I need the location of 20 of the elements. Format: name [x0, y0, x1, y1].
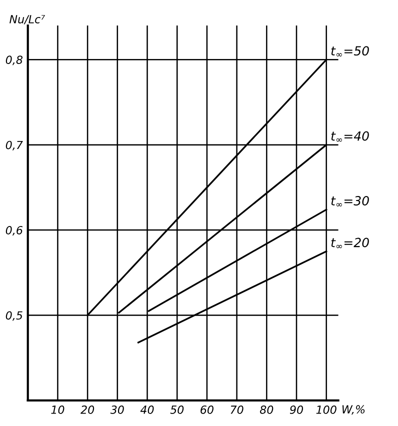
x-tick-label: 80	[260, 405, 274, 414]
y-axis-title: Nu/Lc⁷	[10, 15, 46, 24]
x-tick-label: 70	[230, 405, 244, 414]
x-tick-label: 90	[290, 405, 304, 414]
series-label: t$_{∞}$=50	[331, 46, 369, 56]
series-label: t$_{∞}$=40	[331, 131, 369, 142]
x-tick-label: 50	[170, 405, 184, 414]
y-tick-label: 0,7	[6, 140, 23, 150]
series-label: t$_{∞}$=30	[331, 196, 369, 206]
y-tick-label: 0,5	[6, 311, 22, 321]
y-tick-label: 0,6	[6, 226, 23, 236]
x-tick-label: 10	[51, 405, 64, 414]
x-axis-title: W,%	[342, 405, 365, 415]
x-tick-label: 40	[140, 405, 154, 414]
series-label: t$_{∞}$=20	[331, 238, 369, 248]
x-tick-label: 60	[200, 405, 214, 414]
x-tick-label: 100	[316, 405, 336, 414]
y-tick-label: 0,8	[6, 56, 23, 66]
x-tick-label: 30	[110, 405, 124, 414]
x-tick-label: 20	[80, 405, 94, 414]
